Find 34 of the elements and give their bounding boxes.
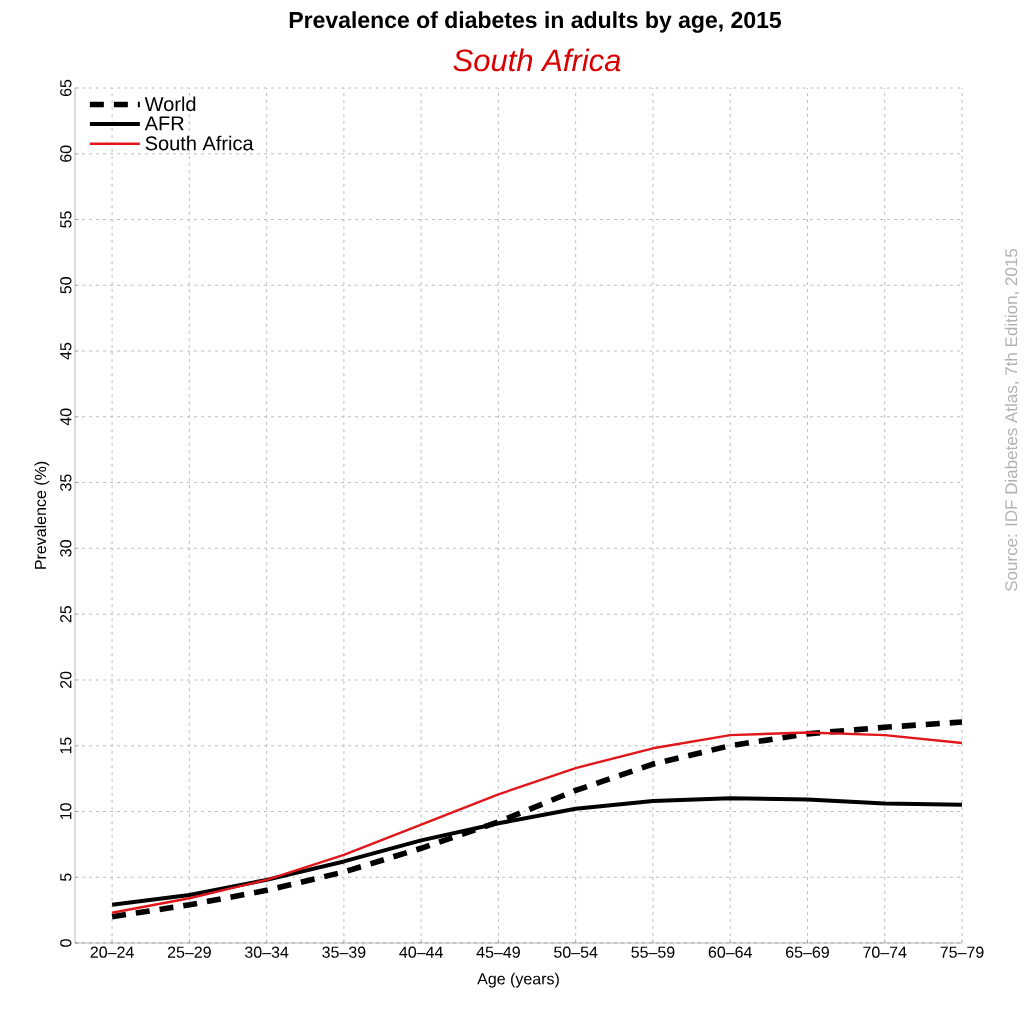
x-tick-label: 35–39 (322, 946, 366, 958)
y-tick-label: 50 (60, 277, 72, 294)
chart-subtitle: South Africa (453, 48, 621, 72)
y-tick-label: 60 (60, 145, 72, 162)
y-axis-title: Prevalence (%) (34, 461, 50, 569)
y-tick-label: 45 (60, 342, 72, 360)
legend-label: World (144, 96, 196, 112)
x-tick-label: 45–49 (476, 946, 520, 958)
x-tick-label: 25–29 (167, 946, 211, 958)
x-tick-label: 75–79 (940, 946, 984, 958)
y-tick-label: 35 (60, 474, 72, 491)
y-tick-label: 55 (60, 211, 72, 228)
x-axis-title: Age (years) (477, 972, 559, 988)
source-note: Source: IDF Diabetes Atlas, 7th Edition, 2015 (1004, 248, 1020, 592)
y-tick-label: 40 (60, 408, 72, 426)
chart-title: Prevalence of diabetes in adults by age, 2015 (289, 11, 782, 33)
y-tick-label: 15 (60, 737, 72, 754)
x-tick-label: 70–74 (863, 946, 907, 958)
y-tick-label: 0 (60, 939, 72, 947)
x-tick-label: 65–69 (786, 946, 829, 958)
legend-label: South Africa (145, 135, 254, 151)
x-tick-label: 20–24 (90, 946, 134, 958)
y-tick-label: 10 (60, 803, 72, 820)
x-tick-label: 55–59 (631, 946, 675, 958)
x-tick-label: 60–64 (708, 946, 752, 958)
y-tick-label: 30 (60, 540, 72, 557)
x-tick-label: 30–34 (244, 946, 289, 958)
x-tick-label: 40–44 (399, 946, 443, 958)
y-tick-label: 5 (60, 873, 72, 882)
legend-label: AFR (144, 116, 184, 131)
x-tick-label: 50–54 (554, 946, 598, 958)
y-tick-label: 25 (60, 605, 72, 623)
y-tick-label: 65 (60, 79, 72, 97)
y-tick-label: 20 (60, 671, 72, 689)
